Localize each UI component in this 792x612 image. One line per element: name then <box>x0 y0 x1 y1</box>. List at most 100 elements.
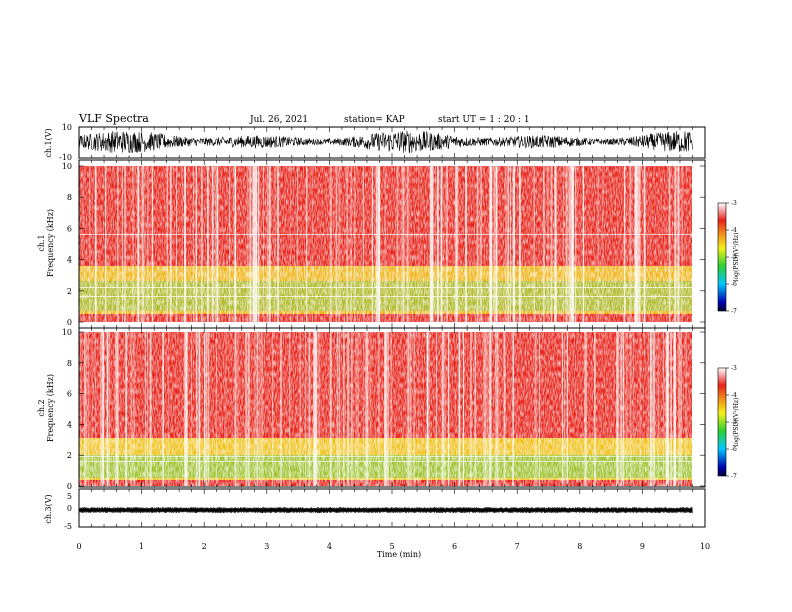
white-stripe <box>490 166 492 322</box>
white-stripe <box>343 332 345 486</box>
white-stripe <box>336 332 338 486</box>
white-stripe <box>370 332 372 486</box>
white-stripe <box>496 332 498 486</box>
white-stripe <box>229 166 230 322</box>
white-stripe <box>102 332 105 486</box>
white-stripe <box>387 332 389 486</box>
white-stripe <box>92 332 93 486</box>
white-stripe <box>385 332 389 486</box>
ch1-colorbar-ticks: -3 -4 -5 -6 -7 <box>726 200 737 315</box>
white-stripe <box>184 332 186 486</box>
white-stripe <box>496 166 498 322</box>
white-stripe <box>440 166 441 322</box>
white-stripe <box>354 166 355 322</box>
ch2-spectrogram-stripes <box>80 332 688 486</box>
white-stripe <box>351 332 353 486</box>
white-stripe <box>494 166 495 322</box>
white-stripe <box>629 332 632 486</box>
white-stripe <box>442 166 444 322</box>
white-stripe <box>441 332 444 486</box>
white-stripe <box>397 166 399 322</box>
x-tick-label: 9 <box>640 542 645 551</box>
y-tick-label: 8 <box>67 193 72 202</box>
white-stripe <box>563 166 564 322</box>
white-stripe <box>561 332 564 486</box>
white-stripe <box>234 332 236 486</box>
y-tick-label: 8 <box>67 359 72 368</box>
white-stripe <box>338 166 340 322</box>
white-stripe <box>538 332 540 486</box>
white-stripe <box>259 332 261 486</box>
white-stripe <box>225 332 227 486</box>
white-stripe <box>637 166 640 322</box>
white-stripe <box>564 332 566 486</box>
white-stripe <box>124 166 126 322</box>
white-stripe <box>346 166 348 322</box>
white-stripe <box>447 166 448 322</box>
white-stripe <box>253 166 255 322</box>
white-stripe <box>275 166 276 322</box>
ch1-ytick-bottom: -10 <box>59 153 72 162</box>
white-stripe <box>681 166 682 322</box>
white-stripe <box>217 166 218 322</box>
ch1-spectrogram-stripes <box>83 166 683 322</box>
white-stripe <box>534 332 536 486</box>
white-stripe <box>116 332 118 486</box>
y-tick-label: 2 <box>67 451 72 460</box>
white-stripe <box>237 332 239 486</box>
white-stripe <box>133 332 135 486</box>
white-stripe <box>216 332 217 486</box>
white-stripe <box>122 166 123 322</box>
white-stripe <box>665 332 669 486</box>
white-stripe <box>513 332 514 486</box>
white-stripe <box>390 332 393 486</box>
white-stripe <box>170 166 172 322</box>
white-stripe <box>407 166 408 322</box>
white-stripe <box>489 332 492 486</box>
white-stripe <box>86 332 88 486</box>
white-stripe <box>152 166 153 322</box>
white-stripe <box>258 166 259 322</box>
white-stripe <box>152 166 153 322</box>
white-stripe <box>663 332 665 486</box>
white-stripe <box>318 332 320 486</box>
white-stripe <box>94 332 96 486</box>
y-tick-label: 2 <box>67 287 72 296</box>
white-stripe <box>372 166 373 322</box>
white-stripe <box>487 332 488 486</box>
ch3-ytick-top: 5 <box>67 492 72 501</box>
white-stripe <box>534 166 535 322</box>
white-stripe <box>685 332 688 486</box>
white-stripe <box>368 332 370 486</box>
white-stripe <box>142 166 144 322</box>
white-stripe <box>407 166 409 322</box>
white-stripe <box>617 332 620 486</box>
ch1-colorbar-label: log(PSD)(V²/Hz) <box>733 233 740 282</box>
ch2-spectrogram-yticks: 0 2 4 6 8 10 <box>62 328 705 491</box>
white-stripe <box>680 332 682 486</box>
white-stripe <box>674 166 676 322</box>
white-stripe <box>488 332 490 486</box>
white-stripe <box>573 166 574 322</box>
white-stripe <box>347 332 350 486</box>
white-stripe <box>418 166 419 322</box>
white-stripe <box>196 332 198 486</box>
white-stripe <box>409 332 412 486</box>
white-stripe <box>554 166 556 322</box>
white-stripe <box>647 332 649 486</box>
white-stripe <box>670 332 672 486</box>
white-stripe <box>401 166 403 322</box>
x-tick-labels: 0 1 2 3 4 5 6 7 8 9 10 <box>76 542 710 551</box>
ch1-harmonic-line <box>79 287 692 288</box>
white-stripe <box>446 166 447 322</box>
white-stripe <box>130 332 133 486</box>
y-tick-label: 4 <box>67 420 72 429</box>
white-stripe <box>403 166 404 322</box>
white-stripe <box>351 166 352 322</box>
white-stripe <box>133 166 134 322</box>
white-stripe <box>657 332 659 486</box>
ch2-colorbar-label: log(PSD)(V²/Hz) <box>733 398 740 447</box>
